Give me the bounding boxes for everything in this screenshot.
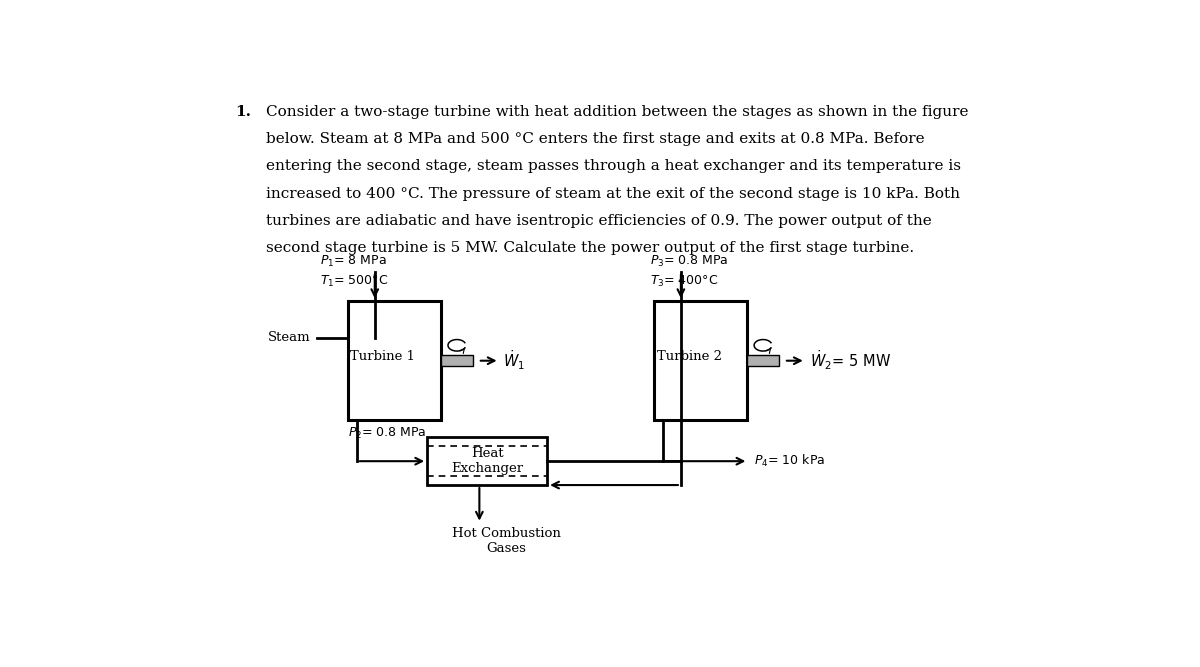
Text: increased to 400 °C. The pressure of steam at the exit of the second stage is 10: increased to 400 °C. The pressure of ste… (266, 187, 960, 201)
Bar (427, 438, 547, 485)
Text: 1.: 1. (235, 105, 251, 119)
Text: entering the second stage, steam passes through a heat exchanger and its tempera: entering the second stage, steam passes … (266, 159, 961, 173)
Text: $\mathit{T}_1$= 500°C: $\mathit{T}_1$= 500°C (320, 273, 389, 289)
Text: Steam: Steam (268, 331, 311, 344)
Text: Heat
Exchanger: Heat Exchanger (451, 447, 523, 475)
Text: $\mathit{T}_3$= 400°C: $\mathit{T}_3$= 400°C (650, 273, 718, 289)
Text: below. Steam at 8 MPa and 500 °C enters the first stage and exits at 0.8 MPa. Be: below. Steam at 8 MPa and 500 °C enters … (266, 132, 925, 146)
Text: Turbine 2: Turbine 2 (656, 350, 721, 364)
Text: $\dot{\mathit{W}}_2$= 5 MW: $\dot{\mathit{W}}_2$= 5 MW (810, 349, 890, 372)
Text: $\dot{\mathit{W}}_1$: $\dot{\mathit{W}}_1$ (504, 349, 526, 372)
Bar (440, 355, 473, 366)
Text: $\mathit{P}_4$= 10 kPa: $\mathit{P}_4$= 10 kPa (755, 453, 826, 470)
Text: $\mathit{P}_3$= 0.8 MPa: $\mathit{P}_3$= 0.8 MPa (650, 253, 728, 269)
Text: Turbine 1: Turbine 1 (350, 350, 415, 364)
Text: Consider a two-stage turbine with heat addition between the stages as shown in t: Consider a two-stage turbine with heat a… (266, 105, 968, 119)
Text: Hot Combustion
Gases: Hot Combustion Gases (452, 528, 560, 556)
Text: $\mathit{P}_2$= 0.8 MPa: $\mathit{P}_2$= 0.8 MPa (348, 426, 426, 441)
Text: turbines are adiabatic and have isentropic efficiencies of 0.9. The power output: turbines are adiabatic and have isentrop… (266, 214, 932, 228)
Bar (746, 355, 779, 366)
Text: second stage turbine is 5 MW. Calculate the power output of the first stage turb: second stage turbine is 5 MW. Calculate … (266, 241, 914, 255)
Text: $\mathit{P}_1$= 8 MPa: $\mathit{P}_1$= 8 MPa (320, 253, 388, 269)
